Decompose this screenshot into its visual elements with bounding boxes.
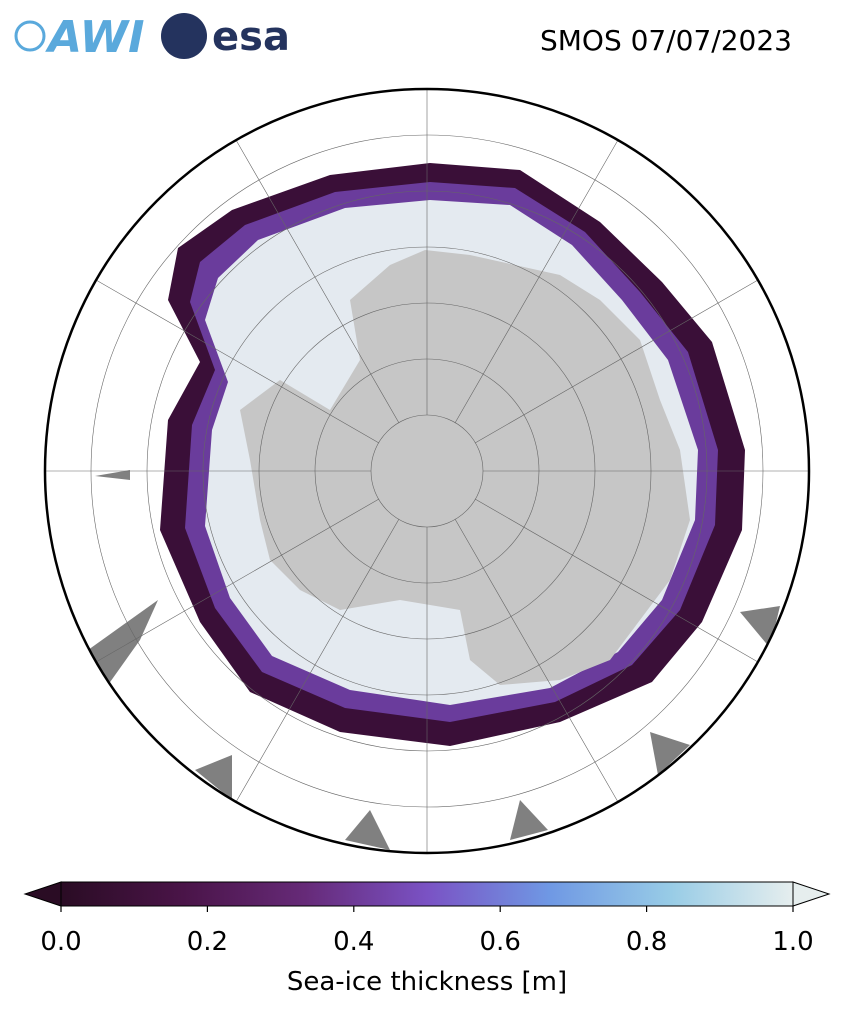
colorbar-gradient xyxy=(60,881,794,907)
colorbar: 0.0 0.2 0.4 0.6 0.8 1.0 xyxy=(23,881,831,957)
colorbar-tick-label: 0.8 xyxy=(626,927,667,957)
colorbar-tick-label: 0.6 xyxy=(480,927,521,957)
ocean-gaps xyxy=(88,470,780,850)
antarctica xyxy=(240,250,690,685)
extend-low xyxy=(23,881,62,907)
logos: AWI esa xyxy=(14,12,290,63)
colorbar-tick-label: 1.0 xyxy=(772,927,813,957)
colorbar-tick-label: 0.0 xyxy=(40,927,81,957)
esa-logo: esa xyxy=(212,14,290,60)
colorbar-tick-label: 0.2 xyxy=(187,927,228,957)
graticule xyxy=(45,89,809,853)
awi-logo: AWI xyxy=(45,12,145,63)
esa-mark xyxy=(161,13,207,59)
extend-high xyxy=(792,881,831,907)
map-frame xyxy=(43,87,811,855)
map-title: SMOS 07/07/2023 xyxy=(540,24,792,57)
awi-globe xyxy=(14,20,46,52)
colorbar-label: Sea-ice thickness [m] xyxy=(287,967,567,997)
map xyxy=(45,89,809,853)
colorbar-tick-label: 0.4 xyxy=(333,927,374,957)
